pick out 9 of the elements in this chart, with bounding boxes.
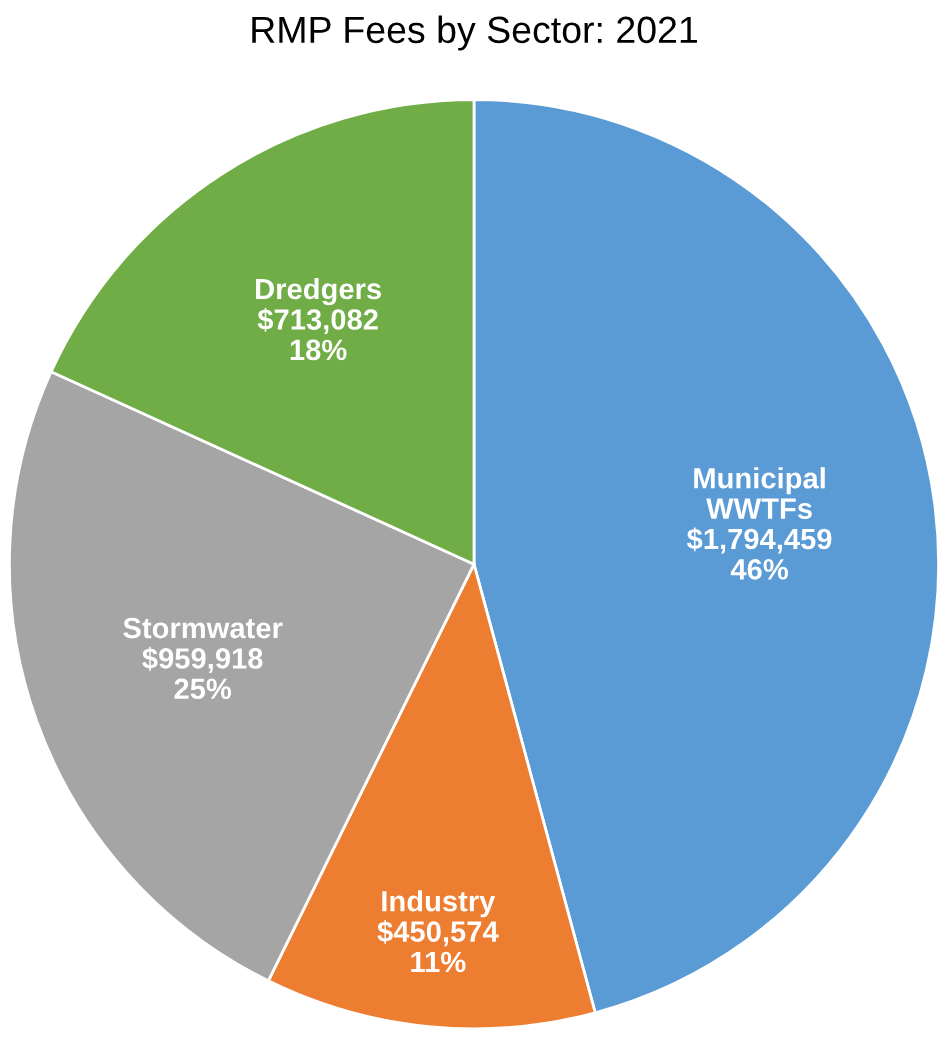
slice-label: Dredgers bbox=[256, 277, 381, 306]
data-label: $713,082 18% bbox=[257, 307, 378, 361]
data-label: $1,794,459 46% bbox=[686, 527, 832, 580]
data-label: $450,574 11% bbox=[377, 920, 499, 973]
chart-title: RMP Fees by Sector: 2021 bbox=[252, 15, 697, 51]
data-label: $959,918 25% bbox=[142, 646, 263, 700]
slice-label: Municipal WWTFs bbox=[694, 467, 825, 519]
slice-label: Stormwater bbox=[123, 617, 283, 639]
slice-label: Industry bbox=[382, 890, 496, 918]
